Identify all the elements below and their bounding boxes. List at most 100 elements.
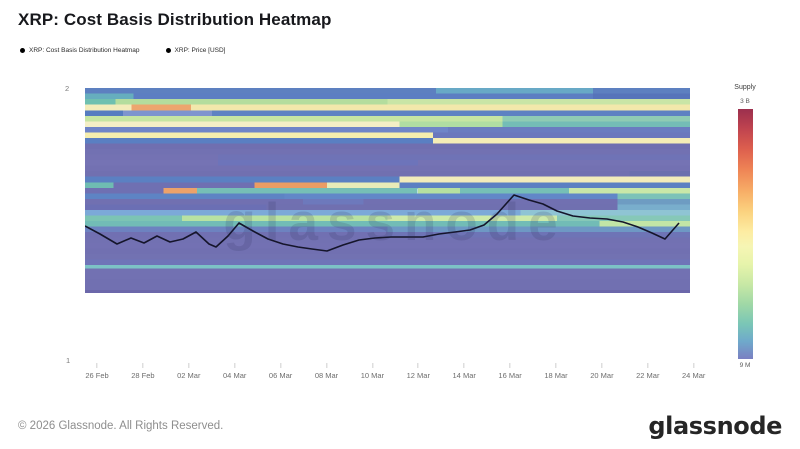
- heatmap-cell: [85, 149, 690, 155]
- x-tick: 10 Mar: [361, 363, 384, 380]
- x-tick-label: 20 Mar: [590, 371, 614, 380]
- heatmap-cell: [123, 110, 212, 117]
- x-tick-mark: [142, 363, 144, 368]
- heatmap-cell: [85, 127, 448, 133]
- heatmap-cell: [218, 154, 690, 161]
- colorbar-gradient: [737, 109, 753, 359]
- x-tick-label: 28 Feb: [131, 371, 155, 380]
- x-tick: 28 Feb: [131, 363, 155, 380]
- heatmap-cell: [399, 176, 690, 183]
- x-tick-label: 04 Mar: [223, 371, 247, 380]
- legend-marker-icon: [20, 48, 25, 53]
- heatmap-cell: [387, 99, 690, 105]
- heatmap-cell: [435, 88, 594, 94]
- heatmap-cell: [163, 188, 197, 194]
- heatmap-cell: [85, 110, 124, 117]
- x-tick: 02 Mar: [177, 363, 200, 380]
- x-tick-label: 18 Mar: [544, 371, 568, 380]
- heatmap-cell: [131, 104, 191, 111]
- heatmap-cell: [115, 99, 388, 105]
- heatmap-cell: [387, 215, 557, 222]
- heatmap-cell: [502, 116, 690, 122]
- heatmap-cell: [460, 188, 569, 194]
- heatmap-plot[interactable]: [85, 88, 690, 293]
- footer: © 2026 Glassnode. All Rights Reserved. g…: [0, 404, 800, 449]
- heatmap-cell: [617, 204, 690, 211]
- legend-marker-icon: [165, 48, 171, 53]
- heatmap-cell: [113, 182, 255, 189]
- heatmap-cell: [85, 268, 690, 280]
- heatmap-cell: [266, 204, 618, 211]
- heatmap-cell: [85, 248, 690, 255]
- heatmap-cell: [85, 265, 690, 269]
- x-tick-mark: [234, 363, 236, 368]
- x-tick-label: 06 Mar: [268, 371, 293, 380]
- heatmap-cell: [85, 279, 690, 291]
- heatmap-cell: [85, 143, 690, 150]
- x-tick: 20 Mar: [590, 363, 614, 380]
- heatmap-cell: [599, 221, 690, 227]
- heatmap-cell: [85, 221, 600, 227]
- heatmap-cell: [399, 182, 690, 189]
- heatmap-cell: [593, 93, 690, 100]
- x-tick-mark: [417, 363, 419, 368]
- heatmap-cell: [85, 88, 436, 94]
- heatmap-cell: [556, 215, 690, 222]
- heatmap-cell: [218, 160, 418, 166]
- price-line[interactable]: [85, 194, 680, 252]
- x-tick-label: 12 Mar: [406, 371, 430, 380]
- heatmap-cell: [85, 182, 114, 189]
- heatmap-cell: [363, 199, 618, 205]
- x-tick-label: 14 Mar: [452, 371, 476, 380]
- legend-item-price[interactable]: XRP: Price [USD]: [165, 47, 225, 54]
- heatmap-cell: [133, 93, 594, 100]
- heatmap-cell: [85, 259, 690, 266]
- x-tick-mark: [188, 363, 190, 368]
- heatmap-cell: [85, 204, 267, 211]
- x-axis: 26 Feb 28 Feb 02 Mar 04 Mar 06 Mar 08 Mar 10 M…: [0, 363, 800, 385]
- heatmap-cell: [85, 243, 690, 249]
- heatmap-cell: [284, 193, 618, 200]
- heatmap-cell: [196, 188, 418, 194]
- glassnode-logo: glassnode: [648, 412, 782, 440]
- heatmap-cell: [254, 182, 327, 189]
- heatmap-cell: [302, 199, 364, 205]
- heatmap-cell: [617, 199, 690, 205]
- colorbar-max-label: 3 B: [740, 98, 750, 105]
- heatmap-cell: [432, 138, 690, 144]
- x-tick-mark: [693, 363, 695, 368]
- x-tick-mark: [509, 363, 511, 368]
- heatmap-cell: [85, 104, 132, 111]
- heatmap-cell: [85, 226, 388, 233]
- x-tick: 08 Mar: [315, 363, 338, 380]
- x-tick: 14 Mar: [453, 363, 476, 380]
- x-tick-mark: [555, 363, 557, 368]
- heatmap-cell: [85, 232, 388, 238]
- page-title: XRP: Cost Basis Distribution Heatmap: [18, 10, 332, 29]
- heatmap-cell: [85, 210, 521, 216]
- heatmap-cell: [85, 199, 303, 205]
- heatmap-cell: [629, 171, 690, 177]
- x-tick-label: 22 Mar: [636, 371, 660, 380]
- heatmap-cell: [85, 160, 219, 166]
- heatmap-cell: [85, 237, 690, 244]
- legend: XRP: Cost Basis Distribution Heatmap XRP…: [20, 47, 225, 54]
- x-tick: 12 Mar: [407, 363, 430, 380]
- heatmap-cell: [387, 232, 690, 238]
- legend-item-heatmap[interactable]: XRP: Cost Basis Distribution Heatmap: [20, 47, 140, 54]
- x-tick-label: 02 Mar: [177, 371, 201, 380]
- x-tick-label: 08 Mar: [314, 371, 339, 380]
- heatmap-cell: [327, 182, 400, 189]
- x-tick-mark: [326, 363, 327, 368]
- y-axis-tick-bottom: 1: [66, 356, 71, 365]
- colorbar: Supply 3 B 9 M: [724, 84, 766, 369]
- x-tick-label: 26 Feb: [85, 371, 109, 380]
- heatmap-cell: [85, 215, 182, 222]
- x-tick-label: 10 Mar: [360, 371, 385, 380]
- x-tick-label: 24 Mar: [682, 371, 706, 380]
- heatmap-cell: [190, 104, 690, 111]
- x-tick-mark: [463, 363, 465, 368]
- heatmap-cell: [85, 138, 433, 144]
- x-tick: 18 Mar: [544, 363, 568, 380]
